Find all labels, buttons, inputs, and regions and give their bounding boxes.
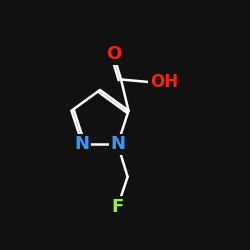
Text: O: O (106, 46, 121, 64)
Text: OH: OH (150, 73, 178, 91)
Text: F: F (112, 198, 124, 216)
Text: N: N (75, 135, 90, 153)
Text: N: N (110, 135, 125, 153)
